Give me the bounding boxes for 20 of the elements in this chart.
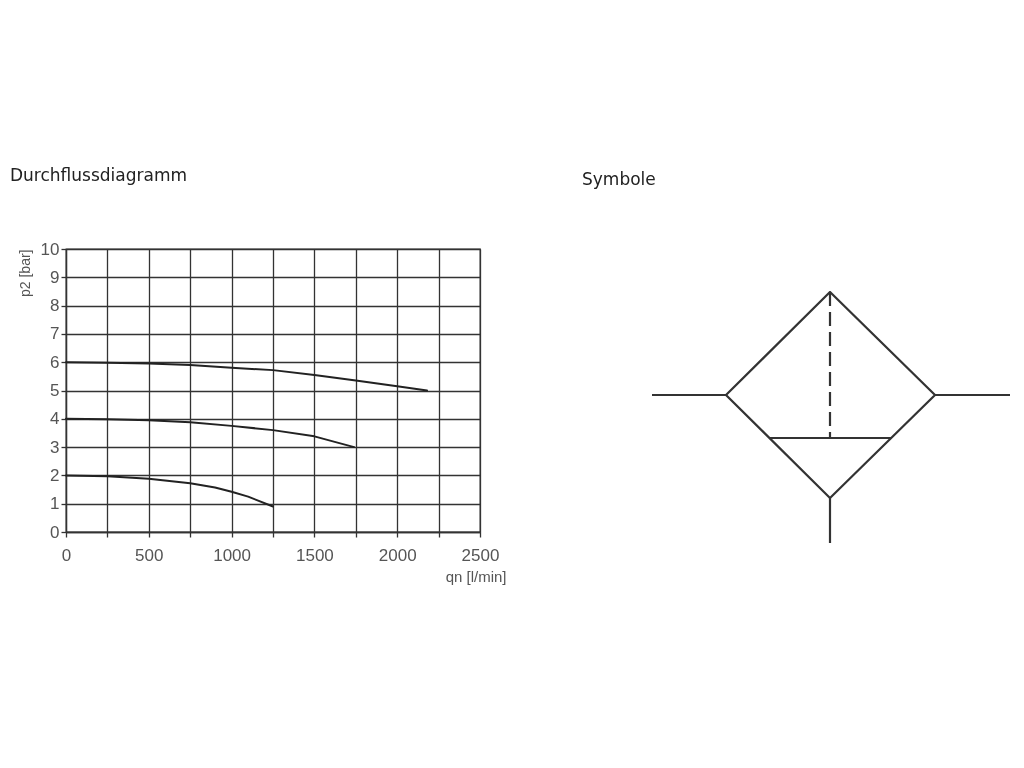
y-tick-label: 10 (40, 239, 60, 259)
x-axis-title: qn [l/min] (445, 567, 507, 585)
y-tick-label: 3 (50, 437, 60, 457)
y-tick-label: 6 (50, 352, 60, 372)
text: Symbole (582, 169, 656, 189)
chart-title: Durchflussdiagramm (10, 165, 188, 185)
y-tick-label: 4 (50, 409, 60, 429)
y-axis-title: p2 [bar] (16, 249, 33, 297)
x-tick-label: 2000 (378, 545, 417, 565)
x-tick-label: 2500 (461, 545, 500, 565)
x-tick-label: 500 (135, 545, 164, 565)
y-tick-label: 2 (50, 465, 60, 485)
y-tick-label: 7 (50, 324, 60, 344)
y-tick-label: 5 (50, 381, 60, 400)
x-tick-label: 1000 (213, 545, 252, 565)
x-tick-label: 1500 (295, 545, 334, 565)
y-tick-label: 1 (50, 494, 60, 514)
y-tick-label: 0 (50, 522, 60, 542)
y-tick-label: 8 (50, 296, 60, 316)
y-tick-label: 9 (50, 267, 60, 287)
